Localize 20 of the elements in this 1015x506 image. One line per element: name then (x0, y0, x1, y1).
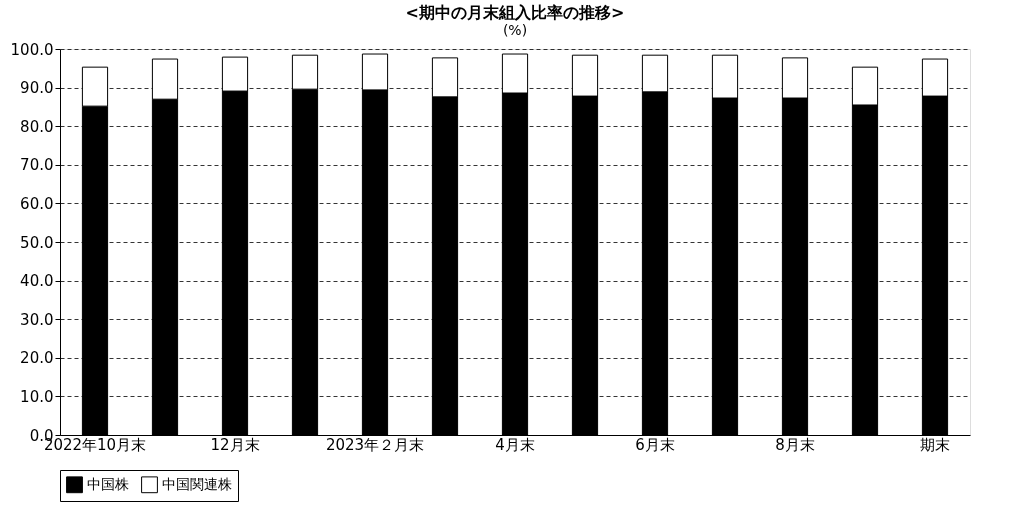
x-tick-label: 2023年２月末 (325, 435, 425, 454)
x-tick-label: 期末 (920, 435, 950, 454)
y-tick-label: 70.0 (20, 156, 54, 175)
y-axis-title: (%) (502, 22, 528, 38)
legend-label: 中国株 (87, 475, 129, 492)
x-tick-label: 12月末 (210, 435, 260, 454)
y-tick-label: 20.0 (20, 349, 54, 368)
legend-label: 中国関連株 (162, 475, 232, 492)
y-tick-label: 80.0 (20, 117, 54, 136)
y-tick-label: 10.0 (20, 387, 54, 406)
chart-title: <期中の月末組入比率の推移> (405, 3, 625, 22)
x-tick-label: 8月末 (775, 435, 815, 454)
y-tick-label: 100.0 (10, 40, 54, 59)
y-tick-label: 30.0 (20, 310, 54, 329)
x-tick-label: 6月末 (635, 435, 675, 454)
x-tick-label: 4月末 (495, 435, 535, 454)
y-tick-label: 90.0 (20, 79, 54, 98)
y-tick-label: 60.0 (20, 194, 54, 213)
y-tick-label: 50.0 (20, 233, 54, 252)
y-tick-label: 40.0 (20, 272, 54, 291)
